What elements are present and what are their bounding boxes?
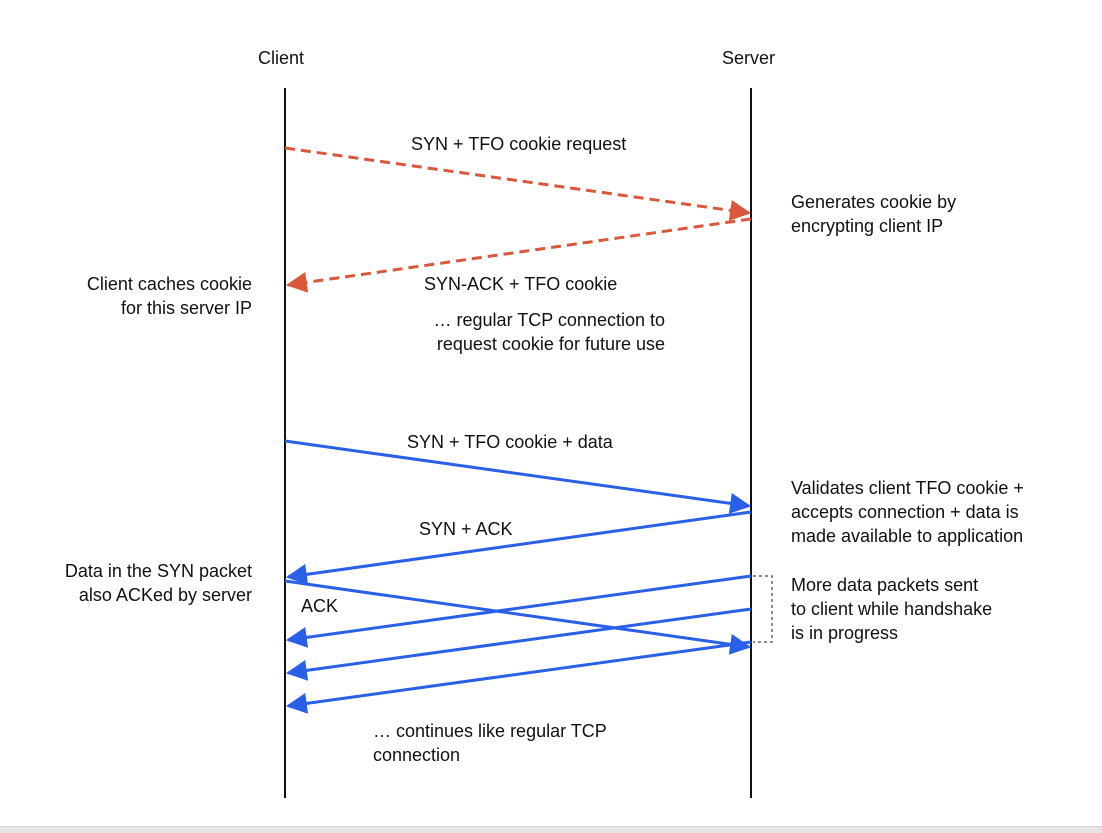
syn-ack-label: SYN + ACK	[419, 519, 513, 539]
data-packet-arrow-3	[285, 640, 752, 714]
continues-note: … continues like regular TCP connection	[373, 721, 607, 765]
client-acked-note: Data in the SYN packet also ACKed by ser…	[64, 561, 252, 605]
ack-arrow	[284, 579, 752, 655]
server-more-data-note: More data packets sent to client while h…	[791, 575, 993, 643]
synack-cookie-arrow	[285, 217, 752, 293]
syn-ack-arrow	[285, 510, 752, 585]
syn-cookie-request-label: SYN + TFO cookie request	[411, 134, 627, 154]
bottom-border	[0, 826, 1102, 833]
syn-cookie-data-label: SYN + TFO cookie + data	[407, 432, 613, 452]
synack-cookie-label: SYN-ACK + TFO cookie	[424, 274, 618, 294]
server-generates-note: Generates cookie by encrypting client IP	[791, 192, 957, 236]
regular-tcp-note: … regular TCP connection to request cook…	[433, 310, 665, 354]
syn-cookie-request-arrow	[284, 146, 752, 221]
server-validates-note: Validates client TFO cookie + accepts co…	[791, 478, 1024, 546]
data-packet-arrow-2	[285, 607, 752, 681]
data-packet-arrow-1	[285, 574, 752, 648]
ack-label: ACK	[301, 596, 339, 616]
client-header: Client	[258, 48, 305, 68]
server-header: Server	[722, 48, 776, 68]
syn-cookie-data-arrow	[284, 439, 752, 514]
client-caches-note: Client caches cookie for this server IP	[86, 274, 252, 318]
data-packets-bracket	[753, 575, 773, 643]
